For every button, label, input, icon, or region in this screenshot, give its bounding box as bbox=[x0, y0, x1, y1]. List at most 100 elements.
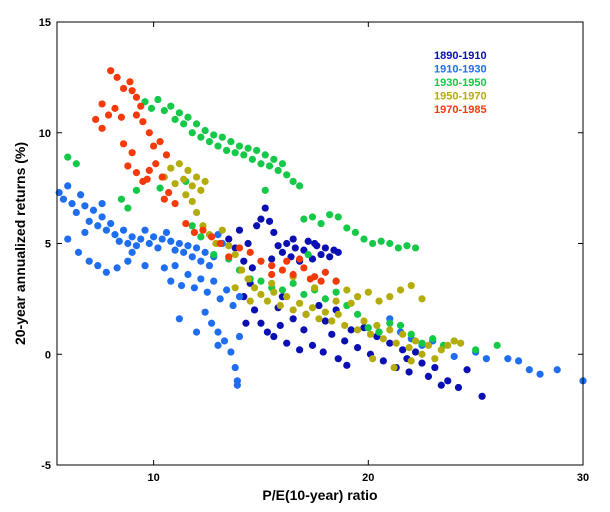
data-point-1930-1950 bbox=[175, 109, 183, 117]
data-point-1970-1985 bbox=[306, 275, 314, 283]
data-point-1930-1950 bbox=[205, 138, 214, 146]
data-point-1950-1970 bbox=[308, 304, 317, 312]
data-point-1890-1910 bbox=[248, 264, 256, 272]
data-point-1950-1970 bbox=[353, 293, 362, 301]
data-point-1950-1970 bbox=[246, 297, 254, 305]
data-point-1890-1910 bbox=[321, 244, 329, 252]
data-point-1910-1930 bbox=[201, 248, 209, 256]
data-point-1930-1950 bbox=[407, 330, 415, 338]
data-point-1910-1930 bbox=[141, 262, 149, 270]
data-point-1910-1930 bbox=[214, 328, 222, 336]
data-point-1970-1985 bbox=[137, 102, 145, 110]
data-point-1890-1910 bbox=[379, 357, 387, 365]
data-point-1950-1970 bbox=[311, 284, 319, 292]
data-point-1930-1950 bbox=[418, 339, 426, 347]
data-point-1950-1970 bbox=[182, 191, 190, 199]
data-point-1890-1910 bbox=[235, 226, 244, 234]
data-point-1930-1950 bbox=[72, 160, 80, 168]
data-point-1910-1930 bbox=[223, 286, 231, 294]
data-point-1890-1910 bbox=[343, 361, 351, 369]
data-point-1890-1910 bbox=[334, 355, 342, 363]
data-point-1970-1985 bbox=[139, 118, 147, 126]
data-point-1910-1930 bbox=[119, 226, 128, 234]
data-point-1950-1970 bbox=[184, 166, 192, 175]
data-point-1910-1930 bbox=[150, 233, 158, 241]
data-point-1950-1970 bbox=[270, 288, 278, 296]
data-point-1890-1910 bbox=[321, 317, 329, 325]
data-point-1930-1950 bbox=[289, 177, 297, 186]
data-point-1910-1930 bbox=[94, 222, 102, 230]
data-point-1910-1930 bbox=[207, 319, 216, 327]
data-point-1930-1950 bbox=[218, 133, 226, 141]
data-point-1910-1930 bbox=[113, 264, 121, 272]
data-point-1970-1985 bbox=[113, 73, 121, 81]
data-point-1890-1910 bbox=[257, 215, 265, 223]
data-point-1970-1985 bbox=[165, 188, 173, 197]
data-point-1930-1950 bbox=[296, 182, 304, 190]
data-point-1950-1970 bbox=[328, 317, 336, 325]
data-point-1890-1910 bbox=[308, 341, 317, 349]
data-point-1890-1910 bbox=[250, 306, 259, 314]
data-point-1930-1950 bbox=[351, 228, 360, 237]
data-point-1950-1970 bbox=[444, 341, 452, 349]
data-point-1930-1950 bbox=[141, 98, 149, 106]
data-point-1890-1910 bbox=[253, 222, 261, 230]
data-point-1910-1930 bbox=[64, 235, 72, 243]
data-point-1910-1930 bbox=[229, 301, 237, 310]
data-point-1910-1930 bbox=[77, 191, 85, 199]
data-point-1930-1950 bbox=[265, 162, 274, 170]
data-point-1970-1985 bbox=[190, 228, 199, 237]
data-point-1910-1930 bbox=[137, 235, 145, 243]
data-point-1970-1985 bbox=[160, 195, 168, 203]
data-point-1930-1950 bbox=[278, 160, 287, 168]
data-point-1950-1970 bbox=[283, 293, 291, 301]
data-point-1910-1930 bbox=[201, 308, 209, 316]
data-point-1970-1985 bbox=[246, 248, 254, 256]
data-point-1970-1985 bbox=[289, 270, 297, 279]
data-point-1910-1930 bbox=[192, 244, 201, 252]
y-tick-label: -5 bbox=[41, 460, 51, 472]
data-point-1910-1930 bbox=[171, 246, 179, 254]
data-point-1910-1930 bbox=[233, 381, 241, 389]
data-point-1910-1930 bbox=[128, 233, 136, 241]
data-point-1890-1910 bbox=[278, 248, 287, 256]
data-point-1950-1970 bbox=[424, 341, 433, 349]
data-point-1970-1985 bbox=[235, 244, 244, 252]
data-point-1910-1930 bbox=[160, 264, 168, 272]
data-point-1890-1910 bbox=[283, 239, 291, 248]
x-axis-label: P/E(10-year) ratio bbox=[262, 487, 377, 503]
data-point-1910-1930 bbox=[107, 219, 115, 228]
data-point-1950-1970 bbox=[332, 297, 340, 305]
data-point-1950-1970 bbox=[353, 326, 362, 334]
y-tick-label: 5 bbox=[45, 239, 51, 251]
data-point-1950-1970 bbox=[360, 317, 368, 325]
data-point-1930-1950 bbox=[334, 213, 342, 221]
data-point-1890-1910 bbox=[244, 239, 252, 248]
data-point-1890-1910 bbox=[265, 217, 274, 225]
data-point-1910-1930 bbox=[504, 355, 512, 363]
data-point-1910-1930 bbox=[235, 332, 244, 341]
data-point-1890-1910 bbox=[326, 253, 334, 261]
data-point-1910-1930 bbox=[85, 257, 93, 265]
data-point-1910-1930 bbox=[482, 355, 490, 363]
data-point-1930-1950 bbox=[394, 244, 402, 252]
data-point-1890-1910 bbox=[283, 339, 291, 347]
data-point-1930-1950 bbox=[156, 184, 164, 192]
data-point-1890-1910 bbox=[418, 359, 426, 367]
data-point-1970-1985 bbox=[216, 239, 224, 248]
data-point-1930-1950 bbox=[147, 104, 156, 112]
data-point-1910-1930 bbox=[111, 231, 119, 239]
data-point-1970-1985 bbox=[317, 277, 325, 285]
data-point-1930-1950 bbox=[403, 242, 411, 250]
data-point-1930-1950 bbox=[231, 149, 239, 157]
data-point-1890-1910 bbox=[289, 235, 297, 243]
data-point-1970-1985 bbox=[145, 129, 153, 137]
data-point-1910-1930 bbox=[536, 370, 544, 378]
data-point-1930-1950 bbox=[248, 155, 256, 163]
data-point-1930-1950 bbox=[308, 213, 317, 221]
data-point-1950-1970 bbox=[167, 164, 175, 172]
data-point-1910-1930 bbox=[158, 235, 166, 243]
data-point-1890-1910 bbox=[270, 332, 278, 341]
